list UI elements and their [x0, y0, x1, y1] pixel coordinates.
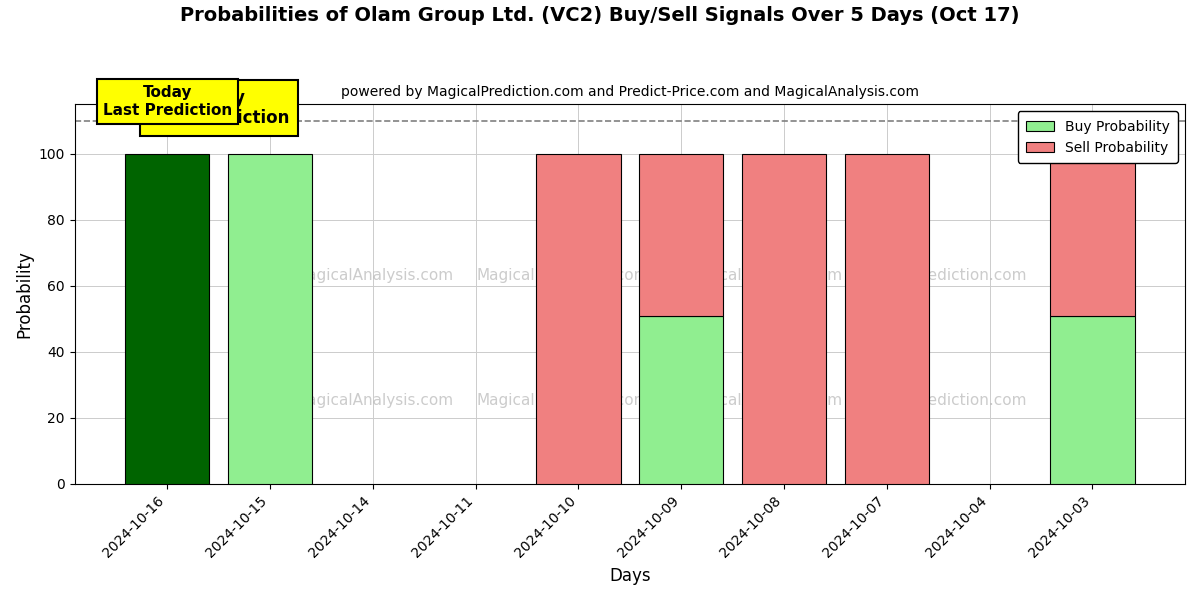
- Bar: [742, 154, 826, 484]
- Text: Probabilities of Olam Group Ltd. (VC2) Buy/Sell Signals Over 5 Days (Oct 17): Probabilities of Olam Group Ltd. (VC2) B…: [180, 6, 1020, 25]
- Text: MagicalAnalysis.com: MagicalAnalysis.com: [684, 393, 842, 408]
- Title: powered by MagicalPrediction.com and Predict-Price.com and MagicalAnalysis.com: powered by MagicalPrediction.com and Pre…: [341, 85, 919, 99]
- Bar: [640, 154, 724, 316]
- Bar: [1050, 316, 1134, 484]
- Text: MagicalPrediction.com: MagicalPrediction.com: [854, 393, 1027, 408]
- Bar: [536, 154, 620, 484]
- Text: Today
Last Prediction: Today Last Prediction: [148, 89, 289, 127]
- Text: MagicalAnalysis.com: MagicalAnalysis.com: [295, 393, 454, 408]
- Bar: [640, 316, 724, 484]
- Legend: Buy Probability, Sell Probability: Buy Probability, Sell Probability: [1018, 111, 1178, 163]
- Text: MagicalAnalysis.com: MagicalAnalysis.com: [295, 268, 454, 283]
- Text: MagicalAnalysis.com: MagicalAnalysis.com: [684, 268, 842, 283]
- Text: MagicalPrediction.com: MagicalPrediction.com: [476, 393, 649, 408]
- Text: MagicalPrediction.com: MagicalPrediction.com: [476, 268, 649, 283]
- Text: Today
Last Prediction: Today Last Prediction: [103, 85, 232, 118]
- Text: MagicalPrediction.com: MagicalPrediction.com: [854, 268, 1027, 283]
- Bar: [125, 154, 210, 484]
- Bar: [845, 154, 929, 484]
- Y-axis label: Probability: Probability: [16, 250, 34, 338]
- X-axis label: Days: Days: [610, 567, 650, 585]
- Bar: [228, 154, 312, 484]
- Bar: [1050, 154, 1134, 316]
